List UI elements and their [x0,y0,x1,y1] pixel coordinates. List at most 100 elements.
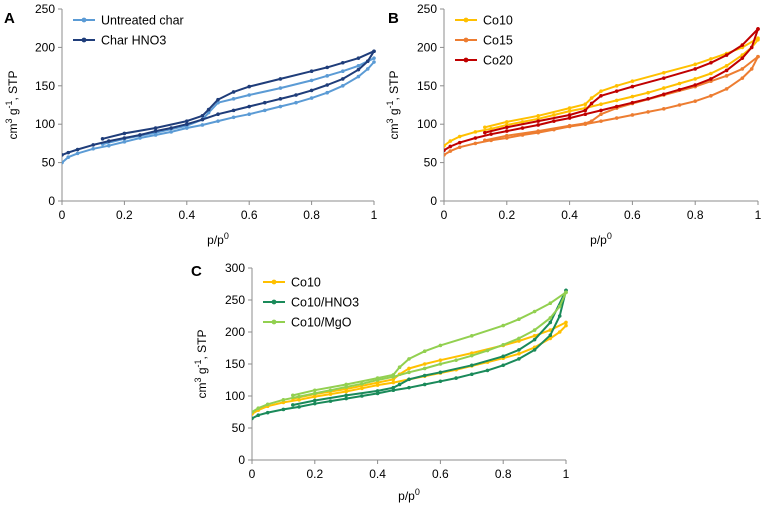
data-point [548,328,553,332]
y-tick-label: 250 [35,2,55,16]
data-point [599,102,603,107]
data-point [630,100,635,105]
x-tick-label: 0.2 [498,208,515,222]
data-point [532,337,537,342]
legend-swatch-marker [463,17,469,23]
data-point [138,136,142,140]
data-point [536,113,540,118]
x-tick-label: 0.8 [687,208,704,222]
y-tick-label: 50 [232,421,246,435]
x-tick-label: 0 [441,208,448,222]
data-point [457,140,462,145]
data-point [291,403,295,407]
data-point [107,139,111,143]
data-point [505,120,509,124]
panel-label: A [4,10,15,27]
data-point [360,394,364,398]
legend-label: Untreated char [101,14,184,28]
data-point [536,129,540,133]
data-point [344,385,349,389]
data-point [444,143,446,148]
data-point [278,77,283,81]
y-tick-label: 100 [225,389,245,403]
data-point [153,126,158,130]
data-point [407,377,411,382]
data-point [325,65,330,70]
data-point [344,389,349,394]
data-point [265,410,270,415]
data-point [517,317,521,322]
data-point [375,391,380,396]
data-point [536,119,540,123]
data-point [185,119,189,123]
data-point [485,348,490,353]
x-tick-label: 1 [563,467,570,481]
legend-swatch-marker [271,299,277,305]
data-point [360,386,364,391]
legend-label: Char HNO3 [101,34,166,48]
plot-area [62,49,376,165]
data-point [422,373,427,378]
data-point [749,67,754,71]
data-point [256,406,261,410]
data-point [548,316,553,320]
data-point [169,126,173,130]
data-point [365,67,370,71]
data-point [263,100,267,105]
data-point [328,392,333,396]
data-point [375,380,380,385]
x-tick-label: 0.4 [369,467,386,481]
data-point [365,59,370,64]
data-point [505,125,509,130]
data-point [548,333,553,338]
data-point [567,113,572,117]
data-point [372,49,376,54]
data-point [614,84,619,88]
data-point [630,113,635,117]
data-point [309,78,314,83]
y-tick-label: 150 [417,79,437,93]
data-point [501,323,506,328]
data-point [662,92,666,97]
data-point [422,349,427,354]
series-co20 [444,27,760,153]
data-point [505,129,509,133]
desorption-line [102,57,375,146]
data-point [567,116,572,120]
data-point [252,416,254,421]
data-point [724,68,729,73]
data-point [517,336,521,341]
y-tick-label: 0 [430,194,437,208]
data-point [122,131,127,136]
data-point [709,71,713,76]
data-point [483,138,487,143]
panel-label: C [191,263,202,280]
data-point [356,74,361,79]
data-point [485,368,490,373]
data-point [278,97,283,101]
y-tick-label: 300 [225,261,245,275]
data-point [756,27,760,31]
data-point [309,88,314,93]
data-point [397,365,402,370]
series-co10 [252,320,568,416]
data-point [438,379,443,384]
data-point [614,89,619,93]
data-point [247,104,251,109]
legend: Co10 Co10/HNO3 Co10/MgO [263,276,359,330]
data-point [407,366,411,371]
data-point [438,362,443,366]
data-point [693,62,697,67]
data-point [391,388,396,393]
x-axis-label: p/p0 [207,231,229,247]
data-point [589,101,594,106]
x-tick-label: 0.4 [561,208,578,222]
data-point [677,81,682,86]
data-point [724,53,729,57]
y-tick-label: 100 [417,117,437,131]
data-point [66,150,71,155]
data-point [372,56,376,60]
data-point [200,123,205,127]
data-point [313,398,317,403]
data-point [557,304,562,309]
